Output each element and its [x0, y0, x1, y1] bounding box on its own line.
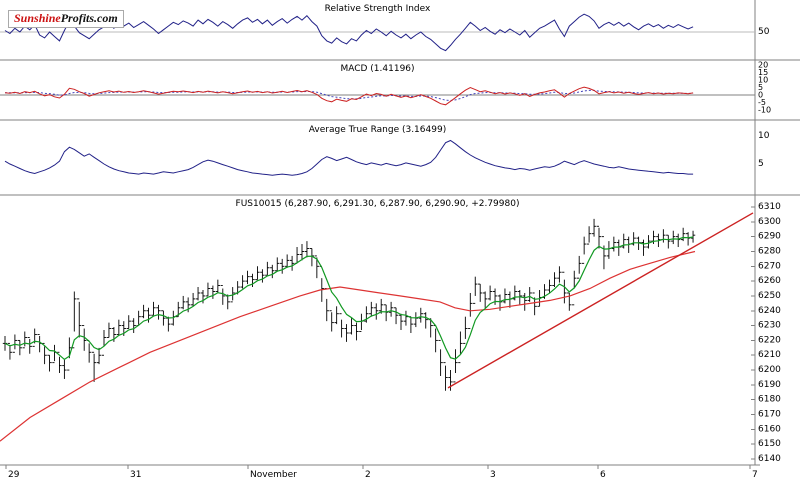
price-axis-label: 6250	[758, 291, 781, 301]
price-axis-label: 6280	[758, 246, 781, 256]
atr-axis-label: 5	[758, 159, 764, 169]
price-axis-label: 6190	[758, 380, 781, 390]
x-axis-label: 6	[600, 470, 606, 480]
x-axis-label: 31	[130, 470, 141, 480]
brand-logo[interactable]: SunshineProfits.com	[8, 10, 124, 28]
price-axis-label: 6240	[758, 306, 781, 316]
price-axis-label: 6220	[758, 335, 781, 345]
x-axis-label: 29	[8, 470, 20, 480]
x-axis-label: 3	[490, 470, 496, 480]
price-axis-label: 6310	[758, 202, 781, 212]
price-axis-label: 6230	[758, 321, 781, 331]
price-axis-label: 6290	[758, 232, 781, 242]
atr-axis-label: 10	[758, 131, 770, 141]
price-axis-label: 6140	[758, 454, 781, 464]
macd-axis-label: 0	[758, 91, 763, 100]
price-axis-label: 6270	[758, 261, 781, 271]
brand-logo-profits: Profits.com	[60, 11, 118, 25]
ma-slow-line	[0, 250, 696, 442]
macd-axis-label: 20	[758, 61, 768, 70]
macd-line	[4, 86, 694, 106]
x-axis-label: 2	[365, 470, 371, 480]
trendline	[447, 212, 754, 389]
price-axis-label: 6260	[758, 276, 781, 286]
macd-axis-label: -5	[758, 98, 766, 107]
price-axis-label: 6180	[758, 395, 781, 405]
x-axis-label: 7	[752, 470, 758, 480]
macd-axis-label: -10	[758, 106, 771, 115]
macd-axis-label: 15	[758, 68, 768, 77]
x-axis-label: November	[250, 470, 297, 480]
macd-axis-label: 5	[758, 83, 763, 92]
price-axis-label: 6150	[758, 439, 781, 449]
ma-fast-line	[4, 236, 694, 361]
rsi-axis-label: 50	[758, 27, 770, 37]
atr-line	[4, 139, 694, 176]
macd-axis-label: 10	[758, 76, 768, 85]
price-axis-label: 6300	[758, 217, 781, 227]
brand-logo-sunshine: Sunshine	[14, 11, 61, 25]
price-axis-label: 6200	[758, 365, 781, 375]
macd-signal-line	[5, 89, 694, 102]
price-axis-label: 6160	[758, 424, 781, 434]
price-axis-label: 6210	[758, 350, 781, 360]
price-axis-label: 6170	[758, 410, 781, 420]
